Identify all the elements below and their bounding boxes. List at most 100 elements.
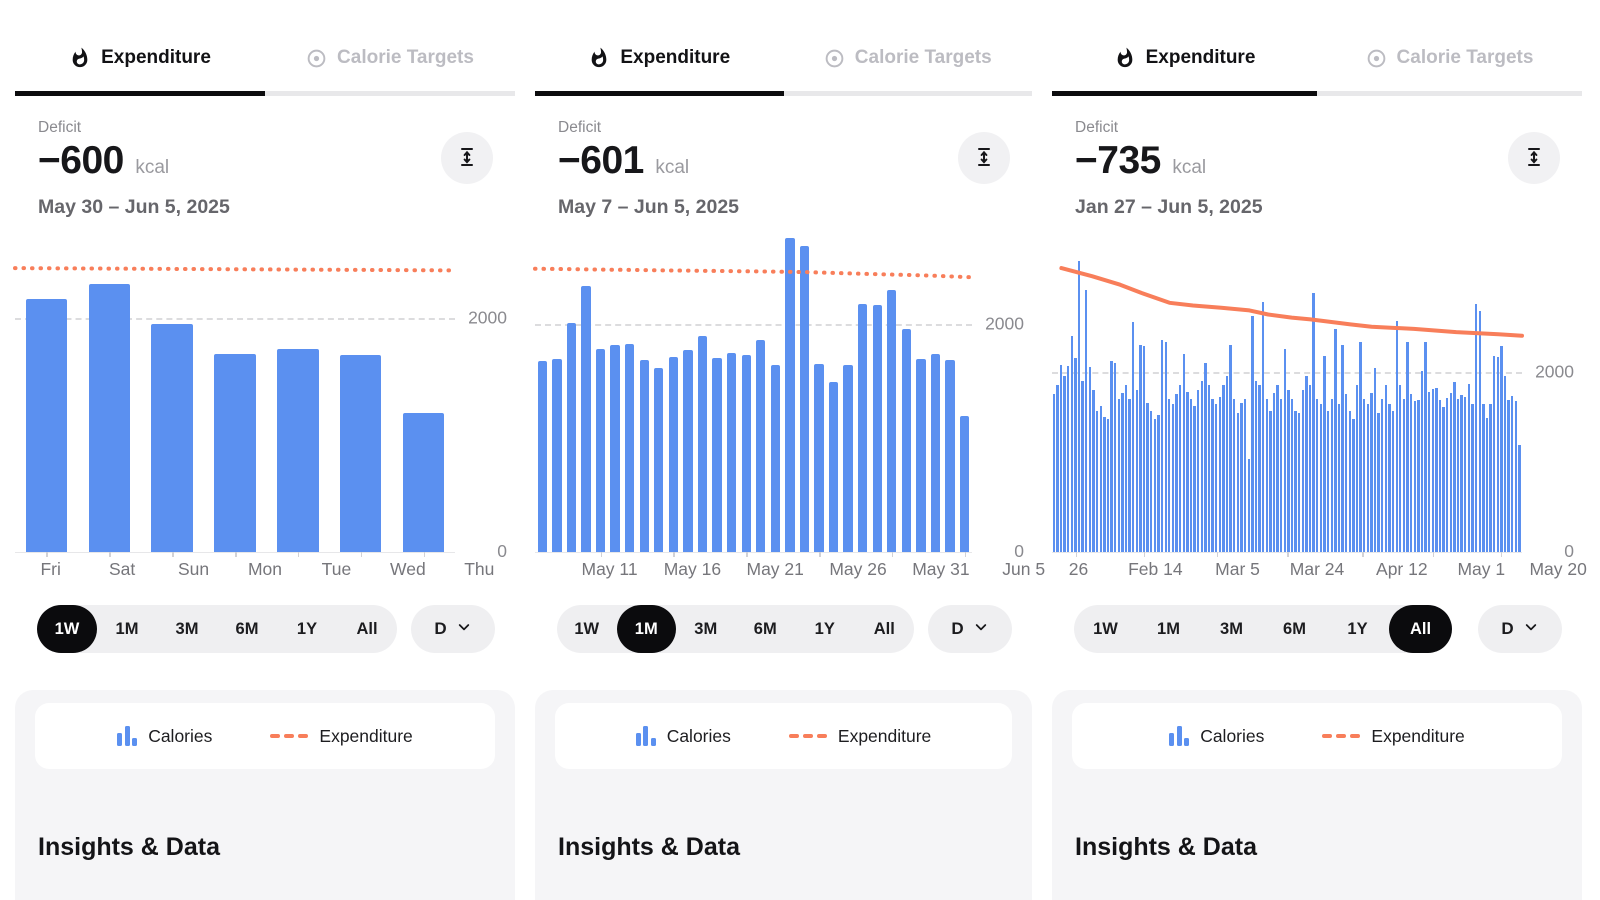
calorie-bar[interactable] bbox=[1081, 380, 1084, 552]
tab-calorie-targets[interactable]: Calorie Targets bbox=[784, 30, 1033, 86]
calorie-bar[interactable] bbox=[1193, 405, 1196, 552]
range-option-1y[interactable]: 1Y bbox=[795, 605, 855, 653]
calorie-bar[interactable] bbox=[1085, 289, 1088, 552]
calorie-bar[interactable] bbox=[1247, 459, 1250, 552]
calorie-bar[interactable] bbox=[916, 358, 926, 552]
tab-expenditure[interactable]: Expenditure bbox=[535, 30, 784, 86]
calorie-bar[interactable] bbox=[277, 349, 319, 552]
calorie-bar[interactable] bbox=[581, 285, 591, 552]
calorie-bar[interactable] bbox=[1384, 385, 1388, 552]
range-option-6m[interactable]: 6M bbox=[217, 605, 277, 653]
calorie-bar[interactable] bbox=[1135, 389, 1138, 552]
calorie-bar[interactable] bbox=[151, 323, 193, 552]
calorie-bar[interactable] bbox=[1503, 376, 1507, 552]
calorie-bar[interactable] bbox=[1496, 357, 1499, 552]
calorie-bar[interactable] bbox=[726, 353, 737, 552]
calorie-bar[interactable] bbox=[1052, 394, 1055, 552]
calorie-bar[interactable] bbox=[756, 339, 766, 552]
calorie-bar[interactable] bbox=[1211, 398, 1214, 552]
granularity-dropdown[interactable]: D bbox=[928, 605, 1012, 653]
calorie-bar[interactable] bbox=[872, 305, 882, 552]
calorie-bar[interactable] bbox=[697, 336, 708, 552]
calorie-bar[interactable] bbox=[1449, 392, 1453, 552]
calorie-bar[interactable] bbox=[1377, 413, 1380, 552]
expand-chart-button[interactable] bbox=[958, 132, 1010, 184]
tab-calorie-targets[interactable]: Calorie Targets bbox=[265, 30, 515, 86]
calorie-bar[interactable] bbox=[1200, 380, 1203, 552]
calorie-bar[interactable] bbox=[1478, 310, 1481, 552]
calorie-bar[interactable] bbox=[1482, 403, 1485, 552]
range-option-1m[interactable]: 1M bbox=[1137, 605, 1200, 653]
calorie-bar[interactable] bbox=[1222, 385, 1225, 552]
granularity-dropdown[interactable]: D bbox=[411, 605, 495, 653]
calorie-bar[interactable] bbox=[843, 364, 853, 552]
calorie-bar[interactable] bbox=[1391, 411, 1395, 552]
calorie-bar[interactable] bbox=[1511, 396, 1514, 552]
range-option-1y[interactable]: 1Y bbox=[1326, 605, 1389, 653]
calorie-bar[interactable] bbox=[945, 360, 955, 552]
calorie-bar[interactable] bbox=[1492, 356, 1496, 552]
calorie-bar[interactable] bbox=[1265, 398, 1268, 552]
granularity-dropdown[interactable]: D bbox=[1478, 605, 1562, 653]
calorie-bar[interactable] bbox=[858, 304, 868, 552]
calorie-bar[interactable] bbox=[785, 237, 795, 552]
calorie-bar[interactable] bbox=[1236, 413, 1240, 552]
calorie-bar[interactable] bbox=[828, 382, 839, 552]
calorie-bar[interactable] bbox=[1128, 398, 1131, 552]
calorie-bar[interactable] bbox=[1467, 384, 1471, 552]
range-option-6m[interactable]: 6M bbox=[736, 605, 796, 653]
range-option-all[interactable]: All bbox=[855, 605, 915, 653]
range-option-3m[interactable]: 3M bbox=[1200, 605, 1263, 653]
calorie-bar[interactable] bbox=[1196, 389, 1200, 552]
calorie-bar[interactable] bbox=[1514, 400, 1517, 552]
calorie-bar[interactable] bbox=[1160, 340, 1164, 552]
calorie-bar[interactable] bbox=[1150, 411, 1153, 552]
calorie-bar[interactable] bbox=[1348, 411, 1351, 552]
calorie-bar[interactable] bbox=[1106, 418, 1110, 552]
calorie-bar[interactable] bbox=[1406, 341, 1409, 552]
calorie-bar[interactable] bbox=[1294, 411, 1297, 552]
calorie-bar[interactable] bbox=[1363, 398, 1366, 552]
range-option-1w[interactable]: 1W bbox=[1074, 605, 1137, 653]
calorie-bar[interactable] bbox=[1251, 315, 1254, 552]
calorie-bar[interactable] bbox=[1099, 405, 1102, 552]
range-option-3m[interactable]: 3M bbox=[157, 605, 217, 653]
calorie-bar[interactable] bbox=[1427, 391, 1431, 552]
calorie-bar[interactable] bbox=[1366, 404, 1369, 552]
calorie-bar[interactable] bbox=[930, 354, 941, 552]
calorie-bar[interactable] bbox=[1178, 385, 1182, 552]
calorie-bar[interactable] bbox=[1225, 376, 1229, 552]
calorie-bar[interactable] bbox=[814, 364, 824, 552]
calorie-bar[interactable] bbox=[1074, 358, 1077, 552]
calorie-bar[interactable] bbox=[1287, 389, 1290, 552]
calorie-bar[interactable] bbox=[1124, 385, 1128, 552]
calorie-bar[interactable] bbox=[1373, 368, 1377, 552]
calorie-bar[interactable] bbox=[1182, 353, 1185, 552]
calorie-bar[interactable] bbox=[1337, 404, 1341, 552]
calorie-bar[interactable] bbox=[1269, 411, 1272, 552]
calorie-bar[interactable] bbox=[1370, 393, 1373, 552]
calorie-bar[interactable] bbox=[1330, 398, 1333, 552]
calorie-bar[interactable] bbox=[1146, 403, 1149, 552]
calorie-bar[interactable] bbox=[1518, 444, 1521, 552]
tab-expenditure[interactable]: Expenditure bbox=[15, 30, 265, 86]
range-option-1w[interactable]: 1W bbox=[557, 605, 617, 653]
calorie-bar[interactable] bbox=[741, 354, 751, 552]
calorie-bar[interactable] bbox=[1142, 345, 1146, 552]
calorie-bar[interactable] bbox=[683, 350, 693, 552]
range-option-1w[interactable]: 1W bbox=[37, 605, 97, 653]
calorie-bar[interactable] bbox=[1254, 380, 1258, 552]
calorie-bar[interactable] bbox=[1298, 413, 1301, 552]
calorie-bar[interactable] bbox=[25, 299, 68, 552]
calorie-bar[interactable] bbox=[1352, 418, 1355, 552]
calorie-bar[interactable] bbox=[1117, 398, 1120, 552]
calorie-bar[interactable] bbox=[799, 246, 810, 552]
calorie-bar[interactable] bbox=[1113, 362, 1117, 552]
calorie-bar[interactable] bbox=[1409, 394, 1413, 552]
range-option-6m[interactable]: 6M bbox=[1263, 605, 1326, 653]
range-option-all[interactable]: All bbox=[1389, 605, 1452, 653]
calorie-bar[interactable] bbox=[1077, 260, 1081, 552]
calorie-bar[interactable] bbox=[1388, 404, 1391, 552]
tab-expenditure[interactable]: Expenditure bbox=[1052, 30, 1317, 86]
calorie-bar[interactable] bbox=[1092, 389, 1095, 552]
